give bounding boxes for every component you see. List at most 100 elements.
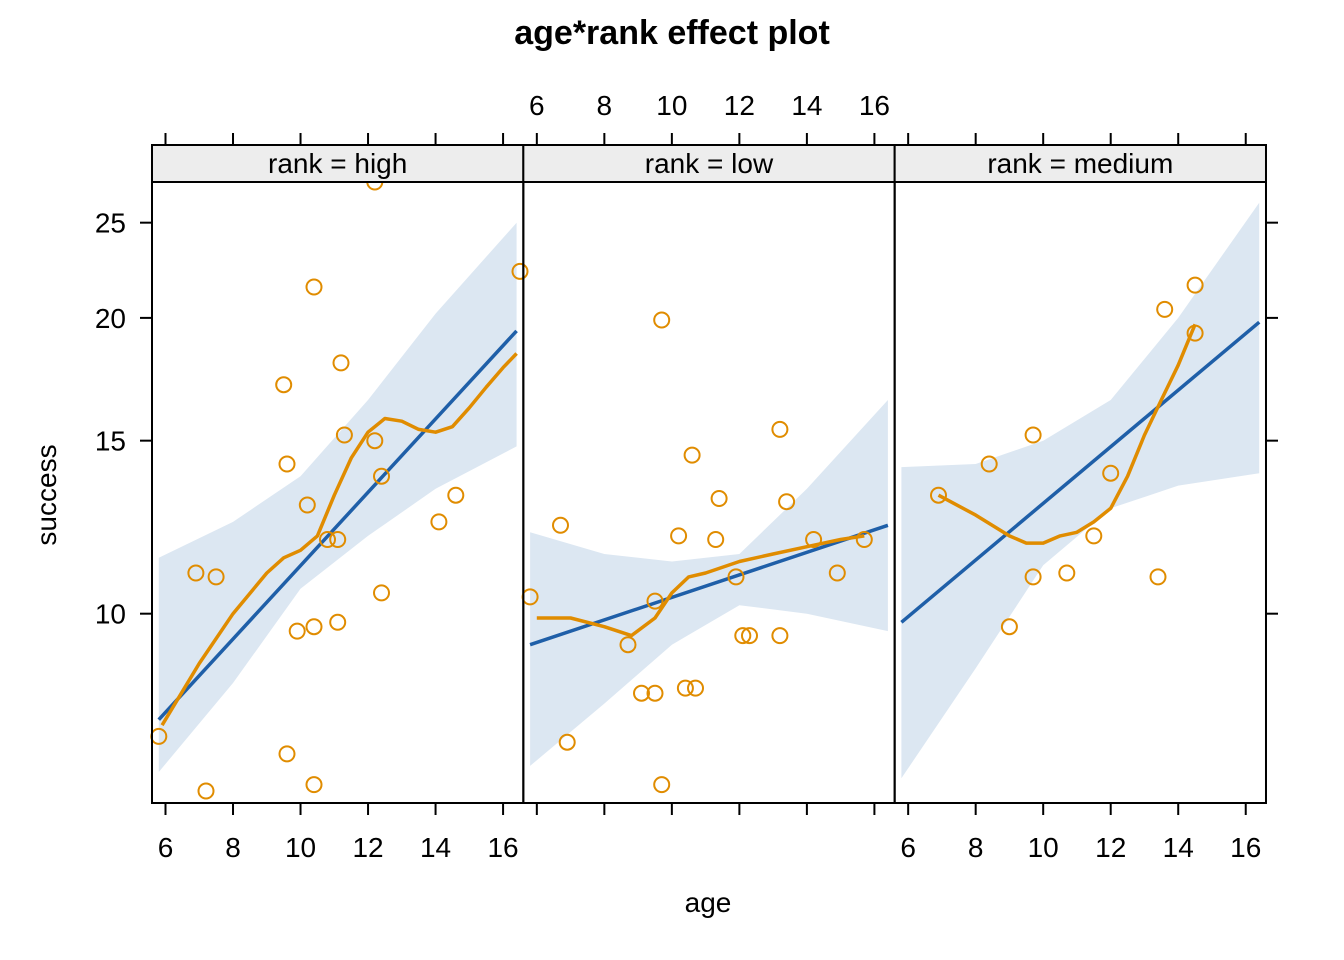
data-point bbox=[646, 684, 664, 702]
data-point bbox=[619, 636, 637, 654]
axes-group: 6 8 10 12 14 16 6 8 10 12 14 16 6 8 10 12 14 16 10 15 20 25 bbox=[95, 90, 1278, 863]
confidence-band bbox=[530, 400, 888, 766]
data-point bbox=[207, 568, 225, 586]
data-point bbox=[1058, 564, 1076, 582]
data-point bbox=[633, 684, 650, 702]
x-tick-label-bottom: 6 bbox=[158, 832, 174, 863]
data-point bbox=[683, 446, 701, 464]
data-point bbox=[778, 493, 796, 511]
data-point bbox=[335, 426, 353, 444]
data-point bbox=[670, 527, 688, 545]
panel-plot-area bbox=[529, 400, 889, 766]
data-point bbox=[1000, 618, 1018, 636]
y-tick-label: 20 bbox=[95, 303, 126, 334]
strip-label: rank = medium bbox=[987, 148, 1173, 179]
data-point bbox=[447, 486, 465, 504]
panel-rank-low: rank = low bbox=[521, 144, 896, 804]
x-tick-label-top: 10 bbox=[656, 90, 687, 121]
x-tick-label-bottom: 14 bbox=[1163, 832, 1194, 863]
data-point bbox=[305, 618, 323, 636]
data-point bbox=[653, 776, 671, 794]
x-axis-label: age bbox=[685, 887, 732, 918]
panel-plot-area bbox=[900, 202, 1261, 779]
data-point bbox=[332, 354, 350, 372]
y-axis-label: success bbox=[31, 444, 62, 545]
x-tick-label-bottom: 16 bbox=[1230, 832, 1261, 863]
data-point bbox=[305, 278, 323, 296]
data-point bbox=[1024, 568, 1042, 586]
panel-border bbox=[893, 181, 1267, 804]
data-point bbox=[329, 613, 347, 631]
data-point bbox=[319, 531, 336, 548]
x-tick-label-bottom: 10 bbox=[1028, 832, 1059, 863]
data-point bbox=[1149, 568, 1167, 586]
data-point bbox=[298, 496, 316, 514]
x-tick-label-top: 8 bbox=[597, 90, 613, 121]
confidence-band bbox=[158, 222, 517, 772]
smooth-line bbox=[160, 352, 518, 727]
data-point bbox=[805, 531, 823, 548]
data-point bbox=[197, 782, 215, 800]
panel-plot-area bbox=[157, 222, 518, 772]
smooth-line bbox=[536, 534, 865, 638]
data-point bbox=[278, 455, 296, 473]
data-point bbox=[329, 531, 347, 548]
panel-rank-medium: rank = medium bbox=[893, 144, 1267, 804]
data-point bbox=[187, 564, 205, 582]
data-point bbox=[653, 311, 671, 329]
data-point bbox=[366, 432, 384, 450]
x-tick-label-bottom: 8 bbox=[968, 832, 984, 863]
data-point bbox=[373, 467, 390, 485]
x-tick-label-top: 14 bbox=[791, 90, 822, 121]
data-point bbox=[687, 679, 704, 697]
confidence-band bbox=[901, 202, 1260, 779]
data-point bbox=[1024, 426, 1042, 444]
strip-label: rank = high bbox=[268, 148, 407, 179]
fit-line bbox=[157, 329, 518, 721]
data-point bbox=[707, 531, 725, 548]
fit-line bbox=[529, 523, 889, 647]
data-point bbox=[741, 627, 758, 645]
data-point bbox=[676, 679, 694, 697]
x-tick-label-bottom: 14 bbox=[420, 832, 451, 863]
fit-line bbox=[900, 320, 1261, 624]
y-tick-label: 10 bbox=[95, 599, 126, 630]
x-tick-label-bottom: 16 bbox=[487, 832, 518, 863]
data-point bbox=[646, 592, 664, 610]
x-tick-label-bottom: 6 bbox=[900, 832, 916, 863]
data-point bbox=[275, 376, 293, 394]
y-tick-label: 25 bbox=[95, 208, 126, 239]
panel-rank-high: rank = high bbox=[150, 144, 529, 804]
data-point bbox=[1085, 527, 1103, 545]
data-point bbox=[558, 733, 576, 751]
data-point bbox=[855, 531, 873, 548]
data-point bbox=[771, 420, 789, 438]
x-tick-label-top: 16 bbox=[859, 90, 890, 121]
data-point bbox=[734, 627, 752, 645]
x-tick-label-top: 12 bbox=[724, 90, 755, 121]
data-point bbox=[552, 516, 569, 534]
data-point bbox=[828, 564, 846, 582]
data-point bbox=[511, 262, 529, 280]
x-tick-label-top: 6 bbox=[529, 90, 545, 121]
data-point bbox=[288, 622, 306, 640]
data-point bbox=[710, 490, 728, 507]
data-point bbox=[1186, 324, 1204, 342]
chart-title: age*rank effect plot bbox=[514, 14, 830, 52]
data-point bbox=[771, 627, 789, 645]
data-point bbox=[1186, 276, 1204, 294]
y-tick-label: 15 bbox=[95, 426, 126, 457]
data-point bbox=[930, 486, 947, 504]
data-point bbox=[980, 455, 998, 473]
data-point bbox=[373, 584, 390, 602]
smooth-line bbox=[937, 323, 1197, 545]
strip-label: rank = low bbox=[645, 148, 774, 179]
data-point bbox=[278, 745, 296, 763]
data-point bbox=[305, 776, 323, 794]
x-tick-label-bottom: 12 bbox=[352, 832, 383, 863]
x-tick-label-bottom: 10 bbox=[285, 832, 316, 863]
data-point bbox=[430, 513, 448, 531]
panels-group: rank = high rank = low rank = medium bbox=[150, 144, 1267, 804]
data-point bbox=[1102, 464, 1120, 482]
